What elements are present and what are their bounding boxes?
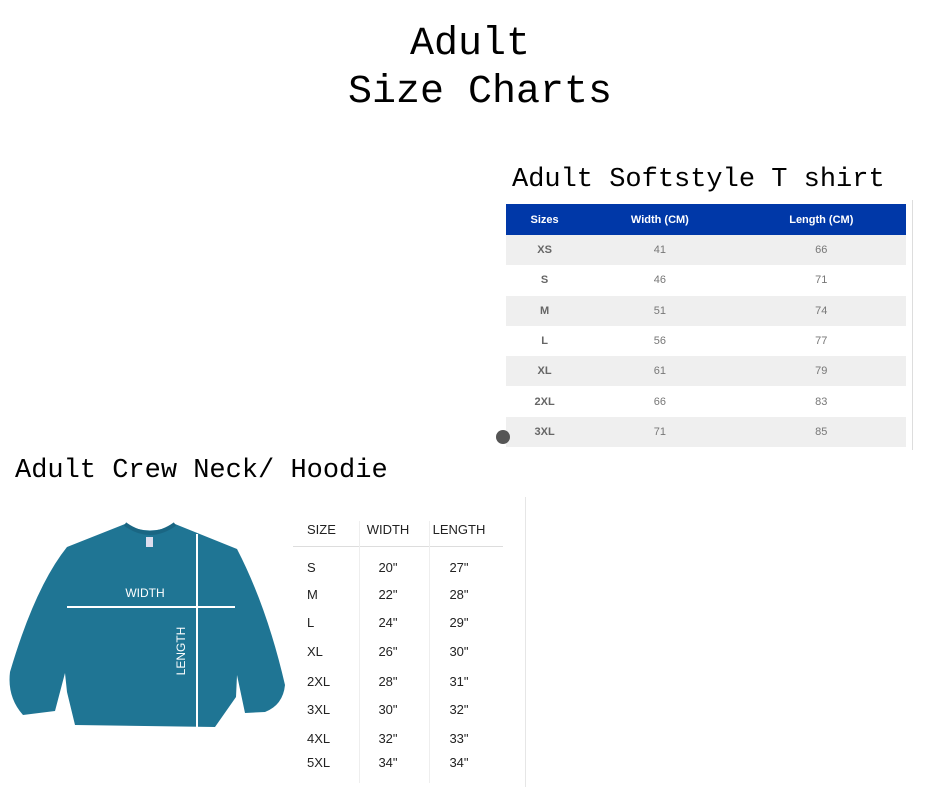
table-cell: 2XL [307, 674, 331, 689]
table-cell: 33" [449, 731, 469, 746]
table-cell: 31" [449, 674, 469, 689]
width-label: WIDTH [125, 586, 164, 600]
table-row: L 56 77 [506, 325, 906, 357]
table-cell: 41 [583, 235, 737, 266]
column-header: Length (CM) [736, 204, 906, 235]
crewneck-title: Adult Crew Neck/ Hoodie [15, 456, 388, 486]
column-header: SIZE [307, 522, 336, 537]
column-header: LENGTH [432, 522, 486, 537]
softstyle-title: Adult Softstyle T shirt [512, 165, 885, 195]
column-header: Width (CM) [583, 204, 737, 235]
table-row: S 20" 27" [293, 560, 503, 575]
table-cell: 56 [583, 325, 737, 357]
crewneck-chart-image: WIDTH LENGTH SIZE WIDTH LENGTH S 20" 27" M 2… [5, 497, 526, 787]
table-row: XS 41 66 [506, 235, 906, 266]
table-row: XL 61 79 [506, 356, 906, 387]
table-cell: 4XL [307, 731, 331, 746]
table-cell: 71 [583, 416, 737, 448]
table-cell: 20" [378, 560, 398, 575]
table-cell: XL [307, 644, 323, 659]
table-cell: XS [506, 235, 584, 266]
column-header: WIDTH [366, 522, 410, 537]
header-divider [293, 546, 503, 547]
table-cell: 77 [736, 325, 906, 357]
table-cell: 61 [583, 356, 737, 387]
table-cell: 27" [449, 560, 469, 575]
table-row: S 46 71 [506, 265, 906, 296]
table-cell: 28" [449, 587, 469, 602]
table-cell: L [506, 325, 584, 357]
column-header: Sizes [506, 204, 584, 235]
table-cell: 29" [449, 615, 469, 630]
softstyle-size-table: Sizes Width (CM) Length (CM) XS 41 66 S 46 71… [506, 204, 906, 448]
column-divider [359, 521, 360, 783]
table-cell: M [307, 587, 318, 602]
table-row: 5XL 34" 34" [293, 755, 503, 770]
page-title-line1: Adult [409, 22, 531, 67]
table-cell: XL [506, 356, 584, 387]
table-cell: 2XL [506, 386, 584, 417]
table-cell: 26" [378, 644, 398, 659]
table-row: M 22" 28" [293, 587, 503, 602]
table-row: XL 26" 30" [293, 644, 503, 659]
table-cell: 66 [583, 386, 737, 417]
scroll-button-icon [496, 430, 510, 444]
table-cell: 3XL [506, 416, 584, 448]
sweatshirt-diagram: WIDTH LENGTH [9, 522, 286, 727]
table-cell: 34" [449, 755, 469, 770]
table-cell: 74 [736, 295, 906, 326]
table-cell: 5XL [307, 755, 331, 770]
table-cell: 30" [449, 644, 469, 659]
table-cell: L [307, 615, 315, 630]
table-cell: 83 [736, 386, 906, 417]
table-row: 3XL 30" 32" [293, 702, 503, 717]
table-cell: 85 [736, 416, 906, 448]
table-cell: 30" [378, 702, 398, 717]
table-row: 4XL 32" 33" [293, 731, 503, 746]
table-cell: 51 [583, 295, 737, 326]
table-row: M 51 74 [506, 295, 906, 326]
table-header-row: SIZE WIDTH LENGTH [293, 522, 503, 537]
table-row: 3XL 71 85 [506, 416, 906, 448]
table-cell: 79 [736, 356, 906, 387]
table-cell: 28" [378, 674, 398, 689]
table-cell: 71 [736, 265, 906, 296]
sweatshirt-body [9, 524, 286, 727]
table-cell: 46 [583, 265, 737, 296]
table-cell: 32" [449, 702, 469, 717]
length-label: LENGTH [174, 627, 188, 676]
table-row: 2XL 28" 31" [293, 674, 503, 689]
table-cell: S [307, 560, 316, 575]
table-row: L 24" 29" [293, 615, 503, 630]
table-cell: 34" [378, 755, 398, 770]
column-divider [429, 521, 430, 783]
table-row: 2XL 66 83 [506, 386, 906, 417]
table-cell: 3XL [307, 702, 331, 717]
table-cell: 24" [378, 615, 398, 630]
divider [912, 200, 913, 450]
page-title-line2: Size Charts [347, 70, 613, 115]
table-cell: M [506, 295, 584, 326]
table-cell: 22" [378, 587, 398, 602]
table-cell: S [506, 265, 584, 296]
table-cell: 32" [378, 731, 398, 746]
table-cell: 66 [736, 235, 906, 266]
